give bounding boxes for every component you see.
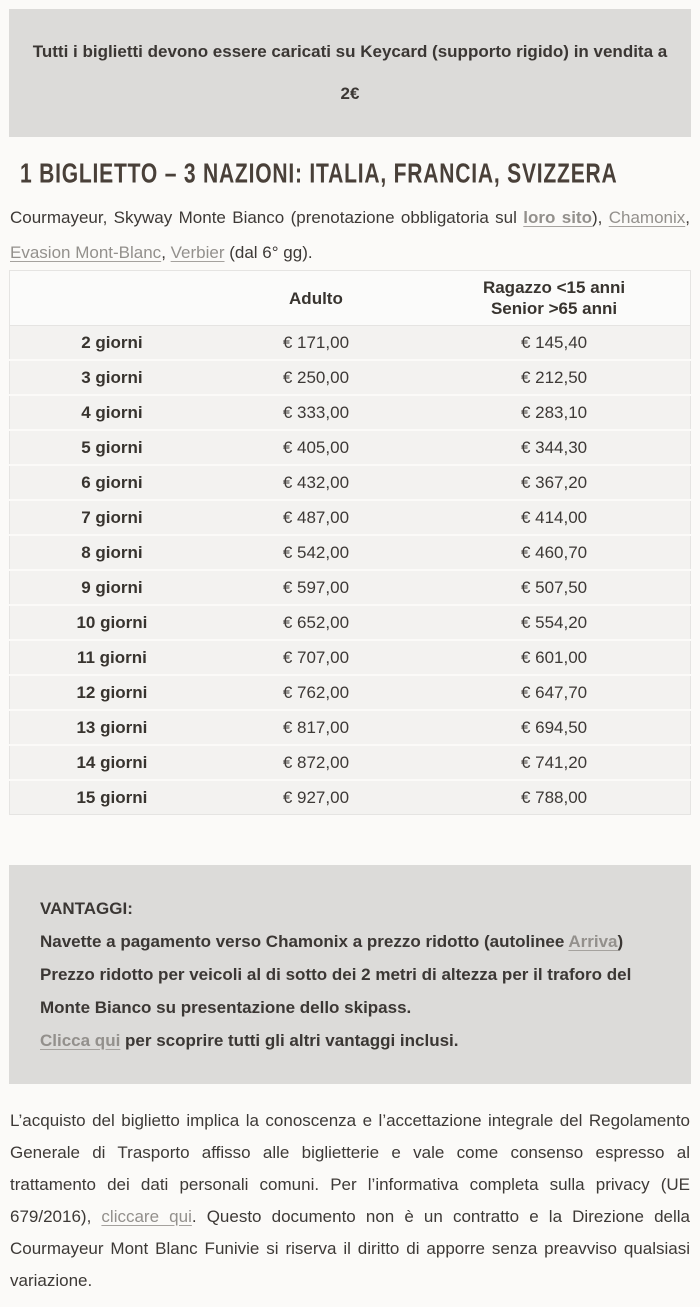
- reduced-price-cell: € 212,50: [418, 359, 691, 395]
- price-table: Adulto Ragazzo <15 anni Senior >65 anni …: [9, 270, 691, 815]
- days-cell: 7 giorni: [9, 499, 214, 535]
- col-header-adult: Adulto: [213, 270, 419, 326]
- text-segment: per scoprire tutti gli altri vantaggi in…: [120, 1031, 459, 1050]
- days-cell: 6 giorni: [9, 464, 214, 500]
- reduced-price-cell: € 788,00: [418, 779, 691, 815]
- adult-price-cell: € 333,00: [213, 394, 419, 430]
- keycard-notice-line2: 2€: [340, 84, 360, 103]
- adult-price-cell: € 872,00: [213, 744, 419, 780]
- adult-price-cell: € 432,00: [213, 464, 419, 500]
- adult-price-cell: € 405,00: [213, 429, 419, 465]
- table-row: 2 giorni € 171,00 € 145,40: [9, 325, 691, 360]
- days-cell: 11 giorni: [9, 639, 214, 675]
- table-row: 8 giorni € 542,00 € 460,70: [9, 534, 691, 570]
- text-segment: Navette a pagamento verso Chamonix a pre…: [40, 932, 569, 951]
- reduced-price-cell: € 460,70: [418, 534, 691, 570]
- adult-price-cell: € 817,00: [213, 709, 419, 745]
- days-cell: 9 giorni: [9, 569, 214, 605]
- days-cell: 15 giorni: [9, 779, 214, 815]
- days-cell: 2 giorni: [9, 325, 214, 360]
- vantaggi-line: Prezzo ridotto per veicoli al di sotto d…: [40, 958, 660, 1024]
- table-row: 13 giorni € 817,00 € 694,50: [9, 709, 691, 745]
- col-header-reduced: Ragazzo <15 anni Senior >65 anni: [418, 270, 691, 326]
- table-row: 12 giorni € 762,00 € 647,70: [9, 674, 691, 710]
- link-clicca-qui[interactable]: Clicca qui: [40, 1031, 121, 1050]
- text-segment: Courmayeur, Skyway Monte Bianco (prenota…: [10, 208, 524, 227]
- adult-price-cell: € 542,00: [213, 534, 419, 570]
- table-row: 14 giorni € 872,00 € 741,20: [9, 744, 691, 780]
- table-row: 15 giorni € 927,00 € 788,00: [9, 779, 691, 815]
- adult-price-cell: € 597,00: [213, 569, 419, 605]
- vantaggi-title: VANTAGGI:: [40, 899, 133, 918]
- table-row: 6 giorni € 432,00 € 367,20: [9, 464, 691, 500]
- keycard-notice-text: Tutti i biglietti devono essere caricati…: [29, 31, 671, 115]
- days-cell: 13 giorni: [9, 709, 214, 745]
- table-row: 4 giorni € 333,00 € 283,10: [9, 394, 691, 430]
- reduced-price-cell: € 344,30: [418, 429, 691, 465]
- table-header-row: Adulto Ragazzo <15 anni Senior >65 anni: [9, 270, 691, 326]
- col-header-days: [9, 270, 214, 326]
- vantaggi-lines: Navette a pagamento verso Chamonix a pre…: [40, 925, 660, 1057]
- vantaggi-line: Navette a pagamento verso Chamonix a pre…: [40, 925, 660, 958]
- table-row: 10 giorni € 652,00 € 554,20: [9, 604, 691, 640]
- days-cell: 4 giorni: [9, 394, 214, 430]
- keycard-notice-line1: Tutti i biglietti devono essere caricati…: [32, 42, 668, 61]
- days-cell: 3 giorni: [9, 359, 214, 395]
- table-row: 5 giorni € 405,00 € 344,30: [9, 429, 691, 465]
- reduced-price-cell: € 741,20: [418, 744, 691, 780]
- adult-price-cell: € 250,00: [213, 359, 419, 395]
- link-verbier[interactable]: Verbier: [170, 243, 225, 262]
- table-row: 11 giorni € 707,00 € 601,00: [9, 639, 691, 675]
- vantaggi-line: Clicca qui per scoprire tutti gli altri …: [40, 1024, 660, 1057]
- text-segment: Prezzo ridotto per veicoli al di sotto d…: [40, 965, 632, 1017]
- adult-price-cell: € 487,00: [213, 499, 419, 535]
- text-segment: ,: [685, 208, 690, 227]
- reduced-price-cell: € 507,50: [418, 569, 691, 605]
- table-row: 7 giorni € 487,00 € 414,00: [9, 499, 691, 535]
- text-segment: ): [617, 932, 624, 951]
- adult-price-cell: € 927,00: [213, 779, 419, 815]
- days-cell: 12 giorni: [9, 674, 214, 710]
- page-title: 1 BIGLIETTO – 3 NAZIONI: ITALIA, FRANCIA…: [20, 154, 691, 192]
- link-evasion-mont-blanc[interactable]: Evasion Mont-Blanc: [10, 243, 162, 262]
- adult-price-cell: € 762,00: [213, 674, 419, 710]
- text-segment: (dal 6° gg).: [224, 243, 313, 262]
- reduced-price-cell: € 647,70: [418, 674, 691, 710]
- adult-price-cell: € 652,00: [213, 604, 419, 640]
- text-segment: ,: [161, 243, 171, 262]
- adult-price-cell: € 707,00: [213, 639, 419, 675]
- table-row: 9 giorni € 597,00 € 507,50: [9, 569, 691, 605]
- link-chamonix[interactable]: Chamonix: [608, 208, 686, 227]
- days-cell: 8 giorni: [9, 534, 214, 570]
- price-table-body: 2 giorni € 171,00 € 145,40 3 giorni € 250,00…: [9, 325, 691, 815]
- link-cliccare-qui[interactable]: cliccare qui: [101, 1207, 192, 1226]
- text-segment: L’acquisto del biglietto implica la cono…: [10, 1111, 690, 1226]
- reduced-price-cell: € 601,00: [418, 639, 691, 675]
- reduced-price-cell: € 283,10: [418, 394, 691, 430]
- footer-paragraph: L’acquisto del biglietto implica la cono…: [10, 1105, 690, 1297]
- vantaggi-box: VANTAGGI: Navette a pagamento verso Cham…: [9, 865, 691, 1084]
- keycard-notice-box: Tutti i biglietti devono essere caricati…: [9, 9, 691, 137]
- reduced-price-cell: € 414,00: [418, 499, 691, 535]
- text-segment: ),: [591, 208, 609, 227]
- page-title-text: 1 BIGLIETTO – 3 NAZIONI: ITALIA, FRANCIA…: [20, 157, 618, 189]
- days-cell: 10 giorni: [9, 604, 214, 640]
- reduced-price-cell: € 554,20: [418, 604, 691, 640]
- table-row: 3 giorni € 250,00 € 212,50: [9, 359, 691, 395]
- intro-paragraph: Courmayeur, Skyway Monte Bianco (prenota…: [10, 200, 690, 270]
- link-loro-sito[interactable]: loro sito: [523, 208, 592, 227]
- days-cell: 5 giorni: [9, 429, 214, 465]
- adult-price-cell: € 171,00: [213, 325, 419, 360]
- days-cell: 14 giorni: [9, 744, 214, 780]
- link-arriva[interactable]: Arriva: [568, 932, 618, 951]
- reduced-price-cell: € 694,50: [418, 709, 691, 745]
- reduced-price-cell: € 367,20: [418, 464, 691, 500]
- reduced-price-cell: € 145,40: [418, 325, 691, 360]
